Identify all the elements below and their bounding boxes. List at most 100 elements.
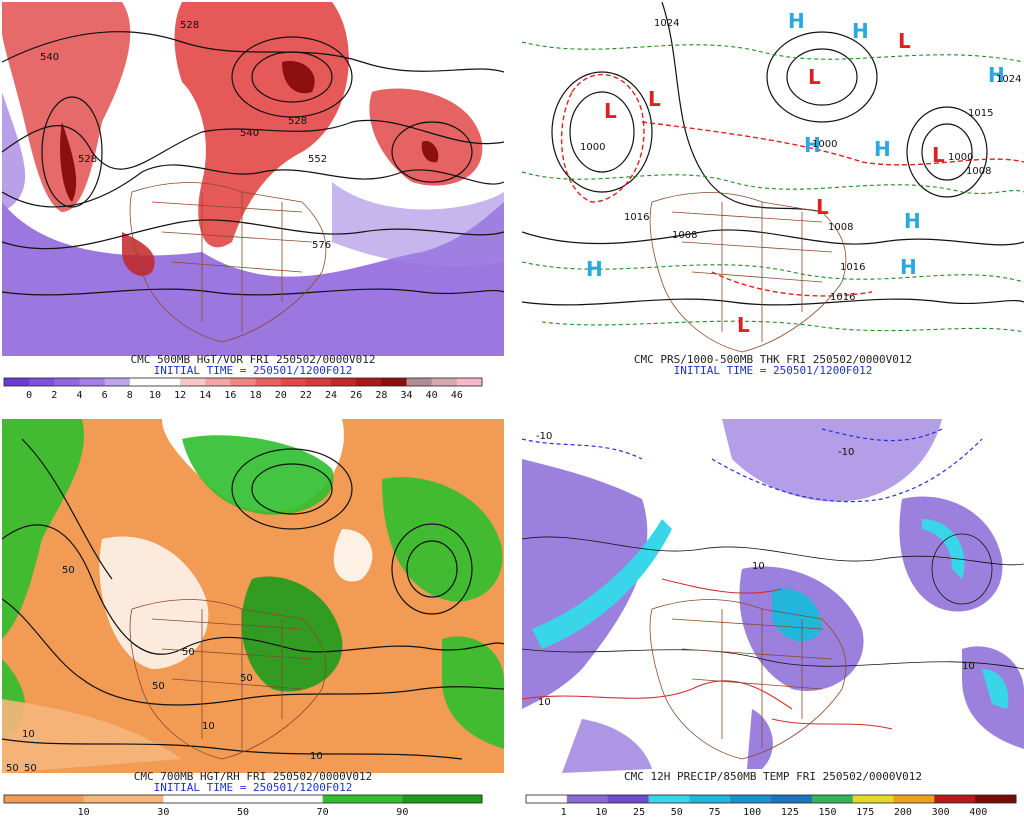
colorbar-tick-label: 18 [250,390,262,401]
colorbar-segment [771,795,813,803]
temperature-label: 10 [538,697,551,708]
map-label: 576 [312,240,331,251]
colorbar-segment [83,795,164,803]
panel-pressure-thickness: L L L L L L L H H H H H H H H 1024 1000 … [522,2,1024,402]
colorbar-segment [893,795,935,803]
panel-700mb-hgt-rh: 50 10 50 50 10 10 50 50 50 CMC 700MB HGT… [2,419,504,819]
colorbar-tick-label: 16 [224,390,236,401]
isobar-label: 1008 [828,222,853,233]
colorbar-relative-humidity: 10 30 50 70 90 [3,794,483,818]
map-label: 50 [24,763,37,773]
colorbar-segment [356,378,382,386]
colorbar-tick-label: 100 [743,807,761,818]
colorbar-segment [104,378,131,386]
high-pressure-marker: H [904,209,921,233]
colorbar-segment [331,378,357,386]
map-label: 540 [240,128,259,139]
map-label: 528 [288,116,307,127]
high-pressure-marker: H [900,255,917,279]
colorbar-segment [180,378,206,386]
colorbar-tick-label: 40 [426,390,438,401]
colorbar-segment [29,378,55,386]
map-label: 50 [240,673,253,684]
colorbar-tick-label: 8 [127,390,133,401]
colorbar-tick-label: 10 [149,390,161,401]
isobar-label: 1015 [968,108,993,119]
colorbar-tick-label: 25 [633,807,645,818]
colorbar-segment [129,378,156,386]
panel-init-time: INITIAL TIME = 250501/1200F012 [153,781,353,794]
colorbar-tick-label: 0 [26,390,32,401]
colorbar-tick-label: 4 [76,390,82,401]
isobar-label: 1016 [624,212,649,223]
high-pressure-marker: H [586,257,603,281]
colorbar-tick-label: 10 [595,807,607,818]
colorbar-tick-label: 50 [237,807,249,818]
colorbar-segment [4,795,85,803]
low-pressure-marker: L [816,195,829,219]
isobar-label: 1024 [654,18,679,29]
isobar-label: 1016 [840,262,865,273]
colorbar-segment [154,378,181,386]
high-pressure-marker: H [788,9,805,33]
map-label: 10 [22,729,35,740]
isobar-label: 1000 [580,142,605,153]
colorbar-segment [4,378,30,386]
map-label: 528 [78,154,97,165]
colorbar-tick-label: 46 [451,390,463,401]
panel-title: CMC PRS/1000-500MB THK FRI 250502/0000V0… [633,353,913,366]
colorbar-tick-label: 28 [375,390,387,401]
isobar-label: 1000 [812,139,837,150]
colorbar-tick-label: 90 [396,807,408,818]
low-pressure-marker: L [648,87,661,111]
low-pressure-marker: L [932,143,945,167]
colorbar-tick-label: 24 [325,390,337,401]
temperature-label: 10 [962,661,975,672]
colorbar-tick-label: 70 [317,807,329,818]
map-label: 50 [182,647,195,658]
panel-precip-850mb-temp: -10 10 10 -10 10 CMC 12H PRECIP/850MB TE… [522,419,1024,819]
temperature-label: 10 [752,561,765,572]
colorbar-segment [811,795,854,803]
map-label: 552 [308,154,327,165]
colorbar-tick-label: 75 [708,807,720,818]
colorbar-tick-label: 2 [51,390,57,401]
colorbar-tick-label: 30 [157,807,169,818]
map-pressure-thickness: L L L L L L L H H H H H H H H 1024 1000 … [522,2,1024,356]
colorbar-segment [79,378,106,386]
colorbar-vorticity: 0 2 4 6 8 10 12 14 16 18 20 22 24 26 28 34 40 46 [3,377,483,401]
colorbar-segment [730,795,772,803]
panel-title: CMC 700MB HGT/RH FRI 250502/0000V012 [133,770,373,783]
high-pressure-marker: H [988,63,1005,87]
map-label: 528 [180,20,199,31]
colorbar-tick-label: 22 [300,390,312,401]
colorbar-segment [243,795,324,803]
low-pressure-marker: L [604,99,617,123]
colorbar-segment [934,795,976,803]
panel-init-time: INITIAL TIME = 250501/1200F012 [153,364,353,377]
map-700mb-humidity: 50 10 50 50 10 10 50 50 50 [2,419,504,773]
colorbar-tick-label: 200 [894,807,912,818]
colorbar-tick-label: 1 [561,807,567,818]
colorbar-segment [205,378,231,386]
panel-title: CMC 12H PRECIP/850MB TEMP FRI 250502/000… [623,770,922,783]
high-pressure-marker: H [804,133,821,157]
colorbar-tick-label: 26 [350,390,362,401]
panel-500mb-hgt-vor: 528 540 528 552 528 576 540 CMC 500MB HG… [2,2,504,402]
colorbar-tick-label: 12 [174,390,186,401]
isobar-label: 1008 [672,230,697,241]
colorbar-segment [406,378,433,386]
temperature-label: -10 [838,447,854,458]
colorbar-segment [648,795,690,803]
colorbar-segment [607,795,649,803]
panel-title: CMC 500MB HGT/VOR FRI 250502/0000V012 [130,353,376,366]
colorbar-tick-label: 34 [401,390,413,401]
colorbar-tick-label: 150 [819,807,837,818]
colorbar-tick-label: 20 [275,390,287,401]
colorbar-tick-label: 400 [969,807,987,818]
colorbar-tick-label: 14 [199,390,211,401]
map-label: 50 [152,681,165,692]
map-precip-temperature: -10 10 10 -10 10 [522,419,1024,773]
colorbar-tick-label: 10 [78,807,90,818]
colorbar-tick-label: 300 [932,807,950,818]
